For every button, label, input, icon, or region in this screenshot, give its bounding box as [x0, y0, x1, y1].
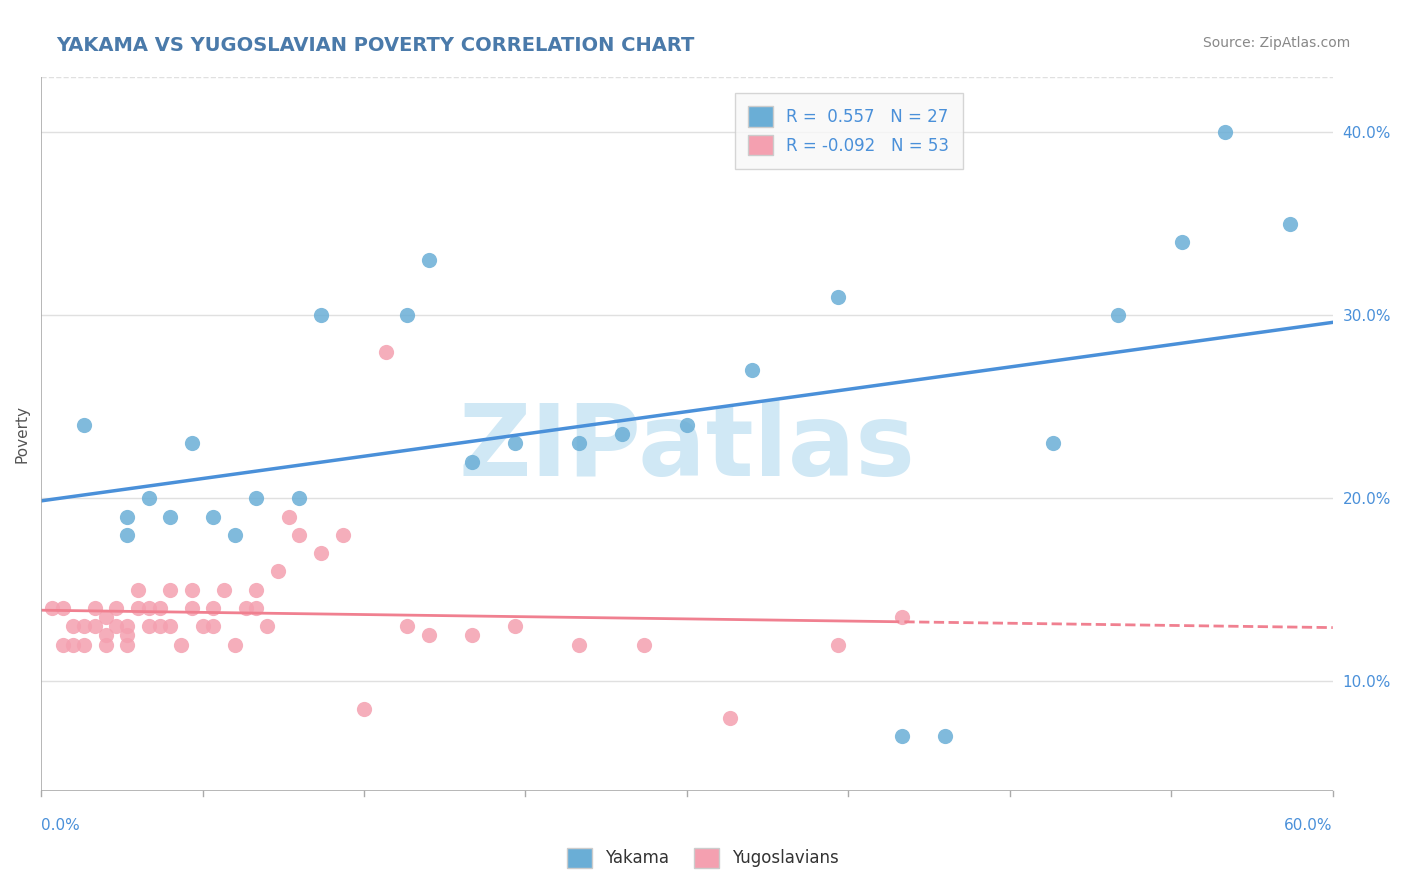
- Point: [159, 509, 181, 524]
- Point: [115, 628, 138, 642]
- Point: [202, 601, 225, 615]
- Point: [105, 619, 128, 633]
- Point: [277, 509, 299, 524]
- Point: [235, 601, 257, 615]
- Point: [115, 638, 138, 652]
- Point: [148, 619, 170, 633]
- Point: [202, 619, 225, 633]
- Text: 60.0%: 60.0%: [1284, 819, 1333, 833]
- Point: [353, 701, 375, 715]
- Point: [180, 601, 202, 615]
- Point: [94, 610, 117, 624]
- Point: [568, 436, 591, 450]
- Point: [460, 455, 482, 469]
- Point: [138, 491, 160, 506]
- Point: [105, 601, 128, 615]
- Point: [84, 601, 107, 615]
- Point: [191, 619, 214, 633]
- Point: [159, 582, 181, 597]
- Point: [256, 619, 278, 633]
- Point: [503, 436, 526, 450]
- Point: [288, 528, 311, 542]
- Text: Source: ZipAtlas.com: Source: ZipAtlas.com: [1202, 36, 1350, 50]
- Point: [396, 619, 419, 633]
- Point: [224, 638, 246, 652]
- Point: [309, 546, 332, 560]
- Point: [891, 610, 914, 624]
- Point: [934, 729, 956, 743]
- Point: [503, 619, 526, 633]
- Point: [1107, 308, 1129, 322]
- Point: [52, 638, 75, 652]
- Point: [73, 619, 96, 633]
- Text: ZIPatlas: ZIPatlas: [458, 400, 915, 497]
- Text: 0.0%: 0.0%: [41, 819, 80, 833]
- Point: [41, 601, 63, 615]
- Point: [396, 308, 419, 322]
- Point: [94, 638, 117, 652]
- Point: [1042, 436, 1064, 450]
- Point: [73, 638, 96, 652]
- Point: [245, 582, 267, 597]
- Point: [62, 638, 84, 652]
- Point: [418, 628, 440, 642]
- Point: [288, 491, 311, 506]
- Point: [267, 565, 290, 579]
- Point: [568, 638, 591, 652]
- Point: [1213, 125, 1236, 139]
- Point: [245, 601, 267, 615]
- Point: [212, 582, 235, 597]
- Point: [245, 491, 267, 506]
- Point: [418, 253, 440, 268]
- Point: [180, 436, 202, 450]
- Point: [180, 582, 202, 597]
- Point: [52, 601, 75, 615]
- Point: [827, 638, 849, 652]
- Point: [374, 344, 396, 359]
- Point: [224, 528, 246, 542]
- Point: [633, 638, 655, 652]
- Y-axis label: Poverty: Poverty: [15, 405, 30, 463]
- Point: [332, 528, 354, 542]
- Point: [1171, 235, 1194, 249]
- Legend: R =  0.557   N = 27, R = -0.092   N = 53: R = 0.557 N = 27, R = -0.092 N = 53: [735, 93, 963, 169]
- Point: [309, 308, 332, 322]
- Point: [460, 628, 482, 642]
- Point: [891, 729, 914, 743]
- Point: [62, 619, 84, 633]
- Text: YAKAMA VS YUGOSLAVIAN POVERTY CORRELATION CHART: YAKAMA VS YUGOSLAVIAN POVERTY CORRELATIO…: [56, 36, 695, 54]
- Point: [827, 290, 849, 304]
- Point: [170, 638, 193, 652]
- Point: [115, 528, 138, 542]
- Point: [73, 418, 96, 433]
- Point: [94, 628, 117, 642]
- Point: [148, 601, 170, 615]
- Point: [127, 582, 149, 597]
- Point: [138, 601, 160, 615]
- Point: [115, 509, 138, 524]
- Legend: Yakama, Yugoslavians: Yakama, Yugoslavians: [560, 841, 846, 875]
- Point: [676, 418, 699, 433]
- Point: [127, 601, 149, 615]
- Point: [115, 619, 138, 633]
- Point: [159, 619, 181, 633]
- Point: [1278, 217, 1301, 231]
- Point: [202, 509, 225, 524]
- Point: [612, 427, 634, 442]
- Point: [741, 363, 763, 377]
- Point: [718, 711, 741, 725]
- Point: [84, 619, 107, 633]
- Point: [138, 619, 160, 633]
